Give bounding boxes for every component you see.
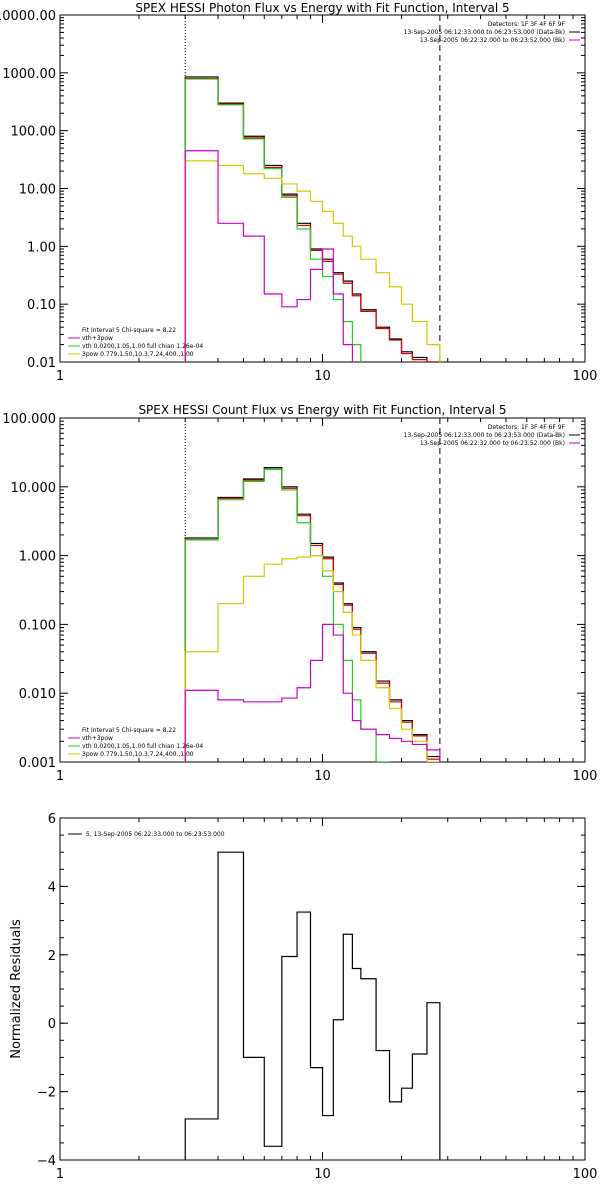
x-tick-label: 1 <box>56 769 64 784</box>
y-tick-label: 4 <box>48 880 56 895</box>
x-tick-label: 10 <box>314 369 331 384</box>
y-tick-label: 10.00 <box>19 183 56 198</box>
x-tick-label: 10 <box>314 769 331 784</box>
legend-bottom-entry: 3pow 0.779,1.50,10.3,7.24,400.,1.00 <box>82 751 194 758</box>
x-tick-label: 1 <box>56 369 64 384</box>
x-tick-label: 1 <box>56 1167 64 1182</box>
legend-top-entry: 13-Sep-2005 06:12:33.000 to 06:23:53.000… <box>404 29 565 36</box>
legend-top-entry: 13-Sep-2005 06:22:32.000 to 06:23:52.000… <box>420 440 565 447</box>
y-tick-label: 1.00 <box>27 240 56 255</box>
x-tick-label: 100 <box>573 369 598 384</box>
y-axis-label: Normalized Residuals <box>9 919 24 1059</box>
x-tick-label: 100 <box>573 769 598 784</box>
series-3pow <box>184 160 441 362</box>
legend-bottom-entry: 3pow 0.779,1.50,10.3,7.24,400.,1.00 <box>82 351 194 358</box>
y-tick-label: 0.001 <box>19 756 56 771</box>
y-tick-label: 0 <box>48 1017 56 1032</box>
y-tick-label: −4 <box>37 1154 56 1169</box>
legend-top-entry: 13-Sep-2005 06:12:33.000 to 06:23:53.000… <box>404 432 565 439</box>
y-tick-label: 1.000 <box>19 550 56 565</box>
series-bk <box>184 150 441 362</box>
legend-bottom-entry: Fit Interval 5 Chi-square = 8.22 <box>82 727 176 734</box>
legend-bottom-entry: Fit Interval 5 Chi-square = 8.22 <box>82 327 176 334</box>
y-tick-label: 1000.00 <box>2 67 56 82</box>
legend-bottom-entry: vth 0.0200,1.05,1.00 full chian 1.26e-04 <box>82 743 203 750</box>
y-tick-label: 2 <box>48 949 56 964</box>
y-tick-label: 10.000 <box>11 481 57 496</box>
y-tick-label: 6 <box>48 812 56 827</box>
y-tick-label: 0.010 <box>19 687 56 702</box>
y-tick-label: −2 <box>37 1086 56 1101</box>
series-3pow <box>184 555 440 762</box>
legend-top-entry: 13-Sep-2005 06:22:32.000 to 06:23:52.000… <box>420 37 565 44</box>
legend-bottom-entry: vth 0.0200,1.05,1.00 full chian 1.26e-04 <box>82 343 203 350</box>
plot-frame <box>59 417 586 763</box>
series-data-bk <box>184 77 440 362</box>
series-bk <box>184 623 441 762</box>
legend-bottom-entry: vth+3pow <box>82 735 113 742</box>
y-tick-label: 100.000 <box>2 412 56 427</box>
y-tick-label: 0.01 <box>27 356 56 371</box>
chart-title: SPEX HESSI Count Flux vs Energy with Fit… <box>138 403 506 417</box>
series-5-13-sep-2005-06-22-33-000-to-06-23-53-000 <box>184 851 441 1160</box>
chart-title: SPEX HESSI Photon Flux vs Energy with Fi… <box>135 1 509 15</box>
x-tick-label: 100 <box>573 1167 598 1182</box>
legend-bottom-entry: vth+3pow <box>82 335 113 342</box>
series-data-bk <box>184 468 441 762</box>
y-tick-label: 100.00 <box>11 125 57 140</box>
series-vth <box>184 78 441 362</box>
series-vth-3pow <box>184 76 440 362</box>
y-tick-label: 0.10 <box>27 298 56 313</box>
y-tick-label: 10000.00 <box>0 9 56 24</box>
plot-frame <box>59 14 586 363</box>
x-tick-label: 10 <box>314 1167 331 1182</box>
y-tick-label: 0.100 <box>19 618 56 633</box>
residual-legend-entry: 5, 13-Sep-2005 06:22:33.000 to 06:23:53.… <box>86 831 225 838</box>
legend-top-entry: Detectors: 1F 3F 4F 6F 9F <box>488 21 566 28</box>
legend-top-entry: Detectors: 1F 3F 4F 6F 9F <box>488 424 566 431</box>
series-vth <box>184 468 441 762</box>
series-vth-3pow <box>184 467 441 762</box>
